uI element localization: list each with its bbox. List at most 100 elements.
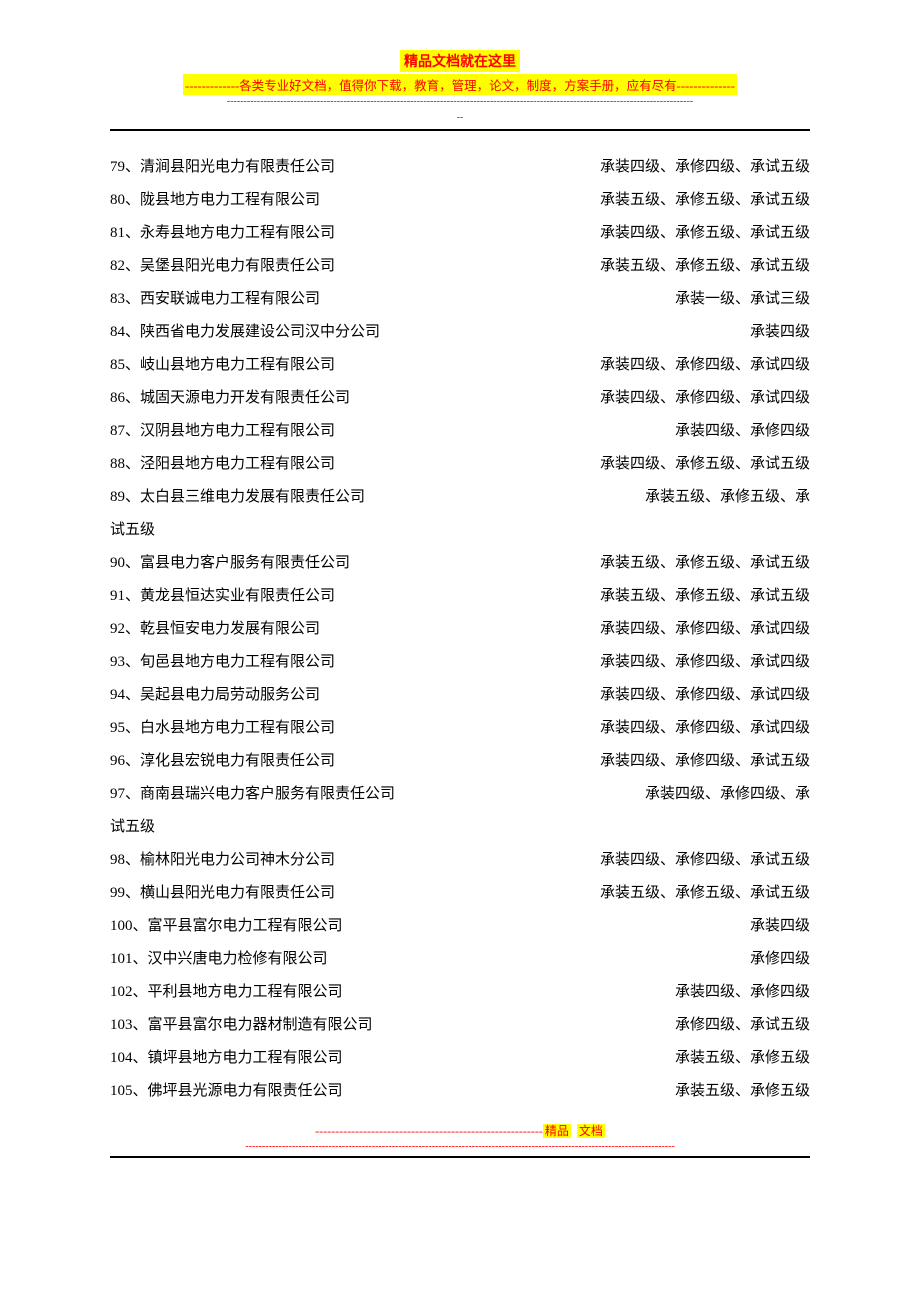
- company-name: 80、陇县地方电力工程有限公司: [110, 184, 320, 217]
- qualification: 承装四级、承修四级、承试五级: [600, 844, 810, 877]
- list-item: 90、富县电力客户服务有限责任公司 承装五级、承修五级、承试五级: [110, 547, 810, 580]
- qualification: 承装一级、承试三级: [675, 283, 810, 316]
- qualification: 承装四级、承修四级、承试五级: [600, 151, 810, 184]
- company-name: 97、商南县瑞兴电力客户服务有限责任公司: [110, 778, 395, 811]
- qualification: 承装四级、承修四级、承试四级: [600, 679, 810, 712]
- company-name: 79、清涧县阳光电力有限责任公司: [110, 151, 335, 184]
- list-item: 88、泾阳县地方电力工程有限公司 承装四级、承修五级、承试五级: [110, 448, 810, 481]
- qualification: 承装五级、承修五级、承试五级: [600, 877, 810, 910]
- qualification: 承装五级、承修五级、承试五级: [600, 184, 810, 217]
- qualification: 承装四级、承修五级、承试五级: [600, 448, 810, 481]
- header-title-text: 精品文档就在这里: [400, 50, 520, 72]
- qualification: 承装四级、承修四级: [675, 415, 810, 448]
- footer-word1: 精品: [543, 1124, 571, 1138]
- qualification: 承装四级、承修四级、承试四级: [600, 646, 810, 679]
- qualification: 承装四级、承修四级: [675, 976, 810, 1009]
- footer-label: ----------------------------------------…: [110, 1122, 810, 1139]
- company-name: 99、横山县阳光电力有限责任公司: [110, 877, 335, 910]
- qualification: 承修四级: [750, 943, 810, 976]
- list-item: 99、横山县阳光电力有限责任公司 承装五级、承修五级、承试五级: [110, 877, 810, 910]
- qualification: 承装五级、承修五级、承试五级: [600, 250, 810, 283]
- company-name: 86、城固天源电力开发有限责任公司: [110, 382, 350, 415]
- qualification: 承装四级、承修四级、承试四级: [600, 613, 810, 646]
- qualification: 承装五级、承修五级、承试五级: [600, 580, 810, 613]
- company-name: 91、黄龙县恒达实业有限责任公司: [110, 580, 335, 613]
- list-item: 80、陇县地方电力工程有限公司 承装五级、承修五级、承试五级: [110, 184, 810, 217]
- company-name: 95、白水县地方电力工程有限公司: [110, 712, 335, 745]
- qualification: 承装四级: [750, 910, 810, 943]
- header-subtitle: -------------各类专业好文档，值得你下载，教育，管理，论文，制度，方…: [110, 72, 810, 95]
- company-name: 89、太白县三维电力发展有限责任公司: [110, 481, 365, 514]
- qualification: 承装五级、承修五级、承试五级: [600, 547, 810, 580]
- list-item: 96、淳化县宏锐电力有限责任公司 承装四级、承修四级、承试五级: [110, 745, 810, 778]
- company-name: 83、西安联诚电力工程有限公司: [110, 283, 320, 316]
- list-item: 81、永寿县地方电力工程有限公司 承装四级、承修五级、承试五级: [110, 217, 810, 250]
- list-item: 94、吴起县电力局劳动服务公司 承装四级、承修四级、承试四级: [110, 679, 810, 712]
- header-dashes-1: ----------------------------------------…: [110, 95, 810, 109]
- list-item: 100、富平县富尔电力工程有限公司 承装四级: [110, 910, 810, 943]
- list-item: 91、黄龙县恒达实业有限责任公司 承装五级、承修五级、承试五级: [110, 580, 810, 613]
- qualification: 承装四级、承修四级、承试四级: [600, 349, 810, 382]
- footer-dashes: ----------------------------------------…: [110, 1141, 810, 1152]
- company-name: 84、陕西省电力发展建设公司汉中分公司: [110, 316, 380, 349]
- qualification: 承装四级、承修四级、承试四级: [600, 712, 810, 745]
- company-name: 93、旬邑县地方电力工程有限公司: [110, 646, 335, 679]
- qualification: 承装五级、承修五级: [675, 1075, 810, 1108]
- document-page: 精品文档就在这里 -------------各类专业好文档，值得你下载，教育，管…: [0, 0, 920, 1198]
- company-name: 85、岐山县地方电力工程有限公司: [110, 349, 335, 382]
- company-name: 100、富平县富尔电力工程有限公司: [110, 910, 343, 943]
- list-item: 93、旬邑县地方电力工程有限公司 承装四级、承修四级、承试四级: [110, 646, 810, 679]
- header-rule: [110, 129, 810, 131]
- list-item: 89、太白县三维电力发展有限责任公司 承装五级、承修五级、承: [110, 481, 810, 514]
- company-name: 92、乾县恒安电力发展有限公司: [110, 613, 320, 646]
- company-name: 94、吴起县电力局劳动服务公司: [110, 679, 320, 712]
- list-item: 83、西安联诚电力工程有限公司 承装一级、承试三级: [110, 283, 810, 316]
- qualification: 承修四级、承试五级: [675, 1009, 810, 1042]
- list-item: 87、汉阴县地方电力工程有限公司 承装四级、承修四级: [110, 415, 810, 448]
- company-name: 96、淳化县宏锐电力有限责任公司: [110, 745, 335, 778]
- list-item: 92、乾县恒安电力发展有限公司 承装四级、承修四级、承试四级: [110, 613, 810, 646]
- header-title: 精品文档就在这里: [110, 50, 810, 72]
- company-name: 81、永寿县地方电力工程有限公司: [110, 217, 335, 250]
- header-dashes-2: --: [110, 111, 810, 125]
- footer-rule: [110, 1156, 810, 1158]
- list-item: 103、富平县富尔电力器材制造有限公司 承修四级、承试五级: [110, 1009, 810, 1042]
- list-item: 85、岐山县地方电力工程有限公司 承装四级、承修四级、承试四级: [110, 349, 810, 382]
- list-item: 104、镇坪县地方电力工程有限公司 承装五级、承修五级: [110, 1042, 810, 1075]
- qualification: 承装五级、承修五级、承: [645, 481, 810, 514]
- list-item: 101、汉中兴唐电力检修有限公司 承修四级: [110, 943, 810, 976]
- list-item: 98、榆林阳光电力公司神木分公司 承装四级、承修四级、承试五级: [110, 844, 810, 877]
- qualification-continuation: 试五级: [110, 514, 810, 547]
- qualification: 承装四级、承修五级、承试五级: [600, 217, 810, 250]
- company-name: 98、榆林阳光电力公司神木分公司: [110, 844, 335, 877]
- list-item: 79、清涧县阳光电力有限责任公司 承装四级、承修四级、承试五级: [110, 151, 810, 184]
- list-item: 82、吴堡县阳光电力有限责任公司 承装五级、承修五级、承试五级: [110, 250, 810, 283]
- company-name: 87、汉阴县地方电力工程有限公司: [110, 415, 335, 448]
- company-name: 88、泾阳县地方电力工程有限公司: [110, 448, 335, 481]
- company-name: 101、汉中兴唐电力检修有限公司: [110, 943, 328, 976]
- list-item: 105、佛坪县光源电力有限责任公司 承装五级、承修五级: [110, 1075, 810, 1108]
- company-name: 82、吴堡县阳光电力有限责任公司: [110, 250, 335, 283]
- qualification-continuation: 试五级: [110, 811, 810, 844]
- list-item: 84、陕西省电力发展建设公司汉中分公司 承装四级: [110, 316, 810, 349]
- company-name: 103、富平县富尔电力器材制造有限公司: [110, 1009, 373, 1042]
- page-footer: ----------------------------------------…: [110, 1122, 810, 1158]
- qualification: 承装四级: [750, 316, 810, 349]
- qualification: 承装四级、承修四级、承试四级: [600, 382, 810, 415]
- list-item: 86、城固天源电力开发有限责任公司 承装四级、承修四级、承试四级: [110, 382, 810, 415]
- footer-prefix: ----------------------------------------…: [315, 1124, 543, 1138]
- page-header: 精品文档就在这里 -------------各类专业好文档，值得你下载，教育，管…: [110, 50, 810, 131]
- list-item: 95、白水县地方电力工程有限公司 承装四级、承修四级、承试四级: [110, 712, 810, 745]
- qualification: 承装四级、承修四级、承: [645, 778, 810, 811]
- company-name: 105、佛坪县光源电力有限责任公司: [110, 1075, 343, 1108]
- company-name: 90、富县电力客户服务有限责任公司: [110, 547, 350, 580]
- list-item: 97、商南县瑞兴电力客户服务有限责任公司 承装四级、承修四级、承: [110, 778, 810, 811]
- company-name: 104、镇坪县地方电力工程有限公司: [110, 1042, 343, 1075]
- list-item: 102、平利县地方电力工程有限公司 承装四级、承修四级: [110, 976, 810, 1009]
- qualification: 承装五级、承修五级: [675, 1042, 810, 1075]
- document-body: 79、清涧县阳光电力有限责任公司承装四级、承修四级、承试五级80、陇县地方电力工…: [110, 151, 810, 1108]
- footer-word2: 文档: [577, 1124, 605, 1138]
- qualification: 承装四级、承修四级、承试五级: [600, 745, 810, 778]
- company-name: 102、平利县地方电力工程有限公司: [110, 976, 343, 1009]
- header-subtitle-text: -------------各类专业好文档，值得你下载，教育，管理，论文，制度，方…: [183, 74, 737, 95]
